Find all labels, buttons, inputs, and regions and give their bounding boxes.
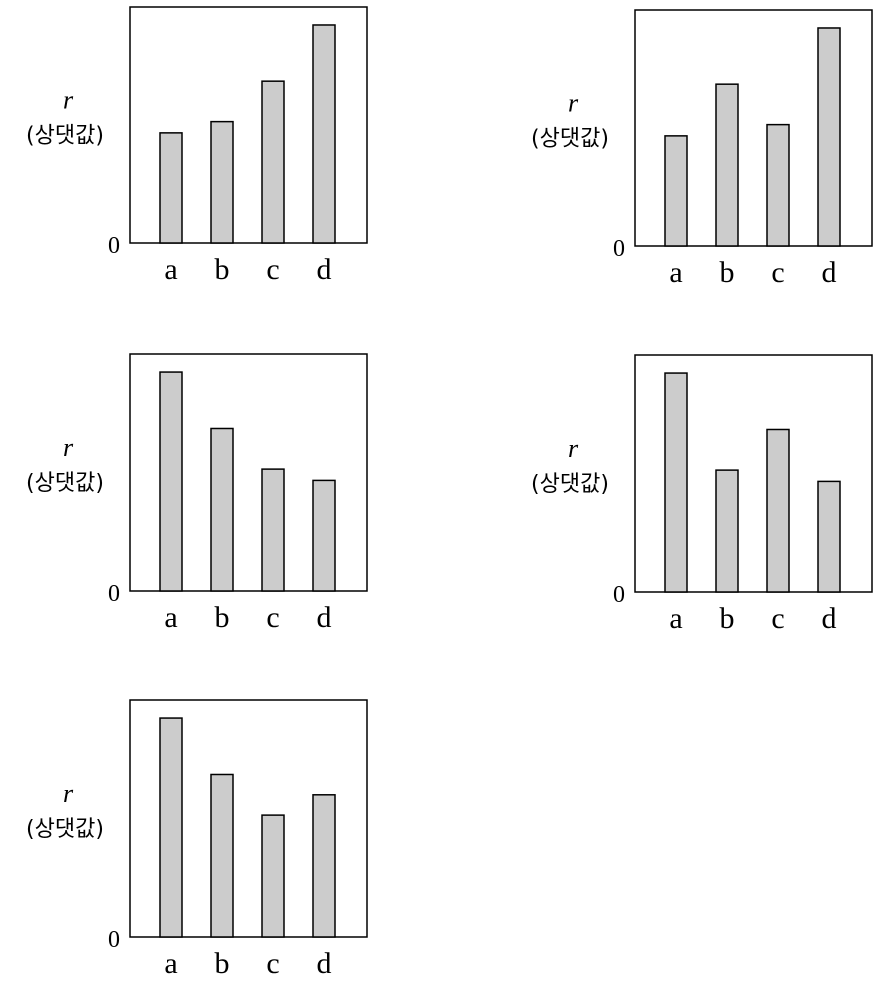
bar-chart-3: a b c d 0 r (상댓값) [26, 353, 368, 634]
y-axis-unit: (상댓값) [531, 472, 609, 497]
bar-b [715, 83, 739, 247]
bar-chart-4: a b c d 0 r (상댓값) [531, 354, 873, 635]
x-tick-label: c [266, 947, 279, 980]
x-tick-label: c [266, 253, 279, 286]
bar-a [664, 372, 688, 593]
y-axis-label: r [63, 779, 74, 808]
x-tick-label: b [720, 602, 735, 635]
y-axis-label: r [568, 434, 579, 463]
bar-b [210, 120, 234, 244]
bar-c [766, 123, 790, 247]
bar-a [159, 371, 183, 592]
x-tick-label: a [164, 947, 177, 980]
bar-b [715, 469, 739, 593]
bar-b [210, 773, 234, 938]
bar-chart-5: a b c d 0 r (상댓값) [26, 699, 368, 980]
y-axis-unit: (상댓값) [26, 124, 104, 149]
y-zero-label: 0 [108, 233, 120, 259]
bar-chart-1: a b c d 0 r (상댓값) [26, 6, 368, 286]
bar-d [312, 24, 336, 244]
y-axis-label: r [568, 89, 579, 118]
x-tick-label: b [215, 947, 230, 980]
x-tick-label: d [822, 602, 837, 635]
x-tick-label: d [317, 601, 332, 634]
y-zero-label: 0 [613, 236, 625, 262]
x-tick-label: d [317, 253, 332, 286]
bar-d [312, 479, 336, 592]
bar-c [261, 468, 285, 592]
bar-a [159, 717, 183, 938]
bar-c [261, 80, 285, 244]
bar-chart-2: a b c d 0 r (상댓값) [531, 9, 873, 289]
x-tick-label: a [669, 602, 682, 635]
bar-d [312, 794, 336, 938]
bar-d [817, 27, 841, 247]
x-tick-label: c [266, 601, 279, 634]
y-zero-label: 0 [108, 581, 120, 607]
bar-a [159, 132, 183, 244]
x-tick-label: a [164, 601, 177, 634]
x-tick-label: b [215, 253, 230, 286]
x-tick-label: c [771, 602, 784, 635]
x-tick-label: d [822, 256, 837, 289]
bar-d [817, 480, 841, 593]
y-axis-label: r [63, 433, 74, 462]
y-zero-label: 0 [108, 927, 120, 953]
x-tick-label: b [215, 601, 230, 634]
y-axis-unit: (상댓값) [26, 471, 104, 496]
bar-b [210, 427, 234, 592]
x-tick-label: b [720, 256, 735, 289]
x-tick-label: d [317, 947, 332, 980]
x-tick-label: a [669, 256, 682, 289]
y-zero-label: 0 [613, 582, 625, 608]
bar-c [261, 814, 285, 938]
x-tick-label: c [771, 256, 784, 289]
y-axis-unit: (상댓값) [26, 817, 104, 842]
bar-c [766, 428, 790, 593]
y-axis-label: r [63, 86, 74, 115]
y-axis-unit: (상댓값) [531, 127, 609, 152]
x-tick-label: a [164, 253, 177, 286]
bar-a [664, 135, 688, 247]
